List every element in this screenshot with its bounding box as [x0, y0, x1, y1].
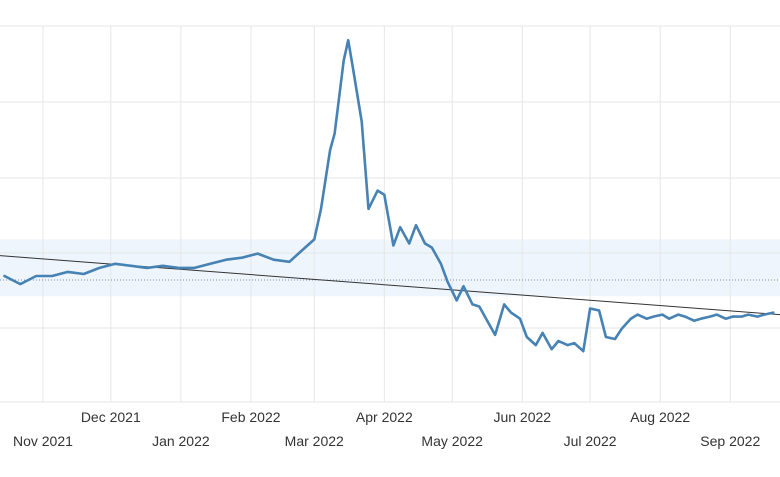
tick-layer: Dec 2021 Feb 2022 Apr 2022 Jun 2022 Aug 2022…	[13, 409, 760, 449]
x-tick-label-lower-3: May 2022	[421, 433, 483, 449]
shaded-band	[0, 239, 780, 297]
x-tick-label-lower-4: Jul 2022	[564, 433, 617, 449]
x-tick-label-upper-0: Dec 2021	[81, 409, 141, 425]
x-tick-label-upper-2: Apr 2022	[356, 409, 413, 425]
band-layer	[0, 239, 780, 297]
x-tick-label-lower-5: Sep 2022	[700, 433, 760, 449]
grid-layer	[0, 25, 780, 403]
x-tick-label-upper-4: Aug 2022	[630, 409, 690, 425]
series-layer	[3, 38, 775, 353]
x-tick-label-lower-0: Nov 2021	[13, 433, 73, 449]
x-tick-label-lower-2: Mar 2022	[285, 433, 344, 449]
series-line-0	[3, 38, 775, 353]
x-tick-label-upper-1: Feb 2022	[221, 409, 280, 425]
x-tick-label-upper-3: Jun 2022	[493, 409, 551, 425]
x-tick-label-lower-1: Jan 2022	[152, 433, 210, 449]
